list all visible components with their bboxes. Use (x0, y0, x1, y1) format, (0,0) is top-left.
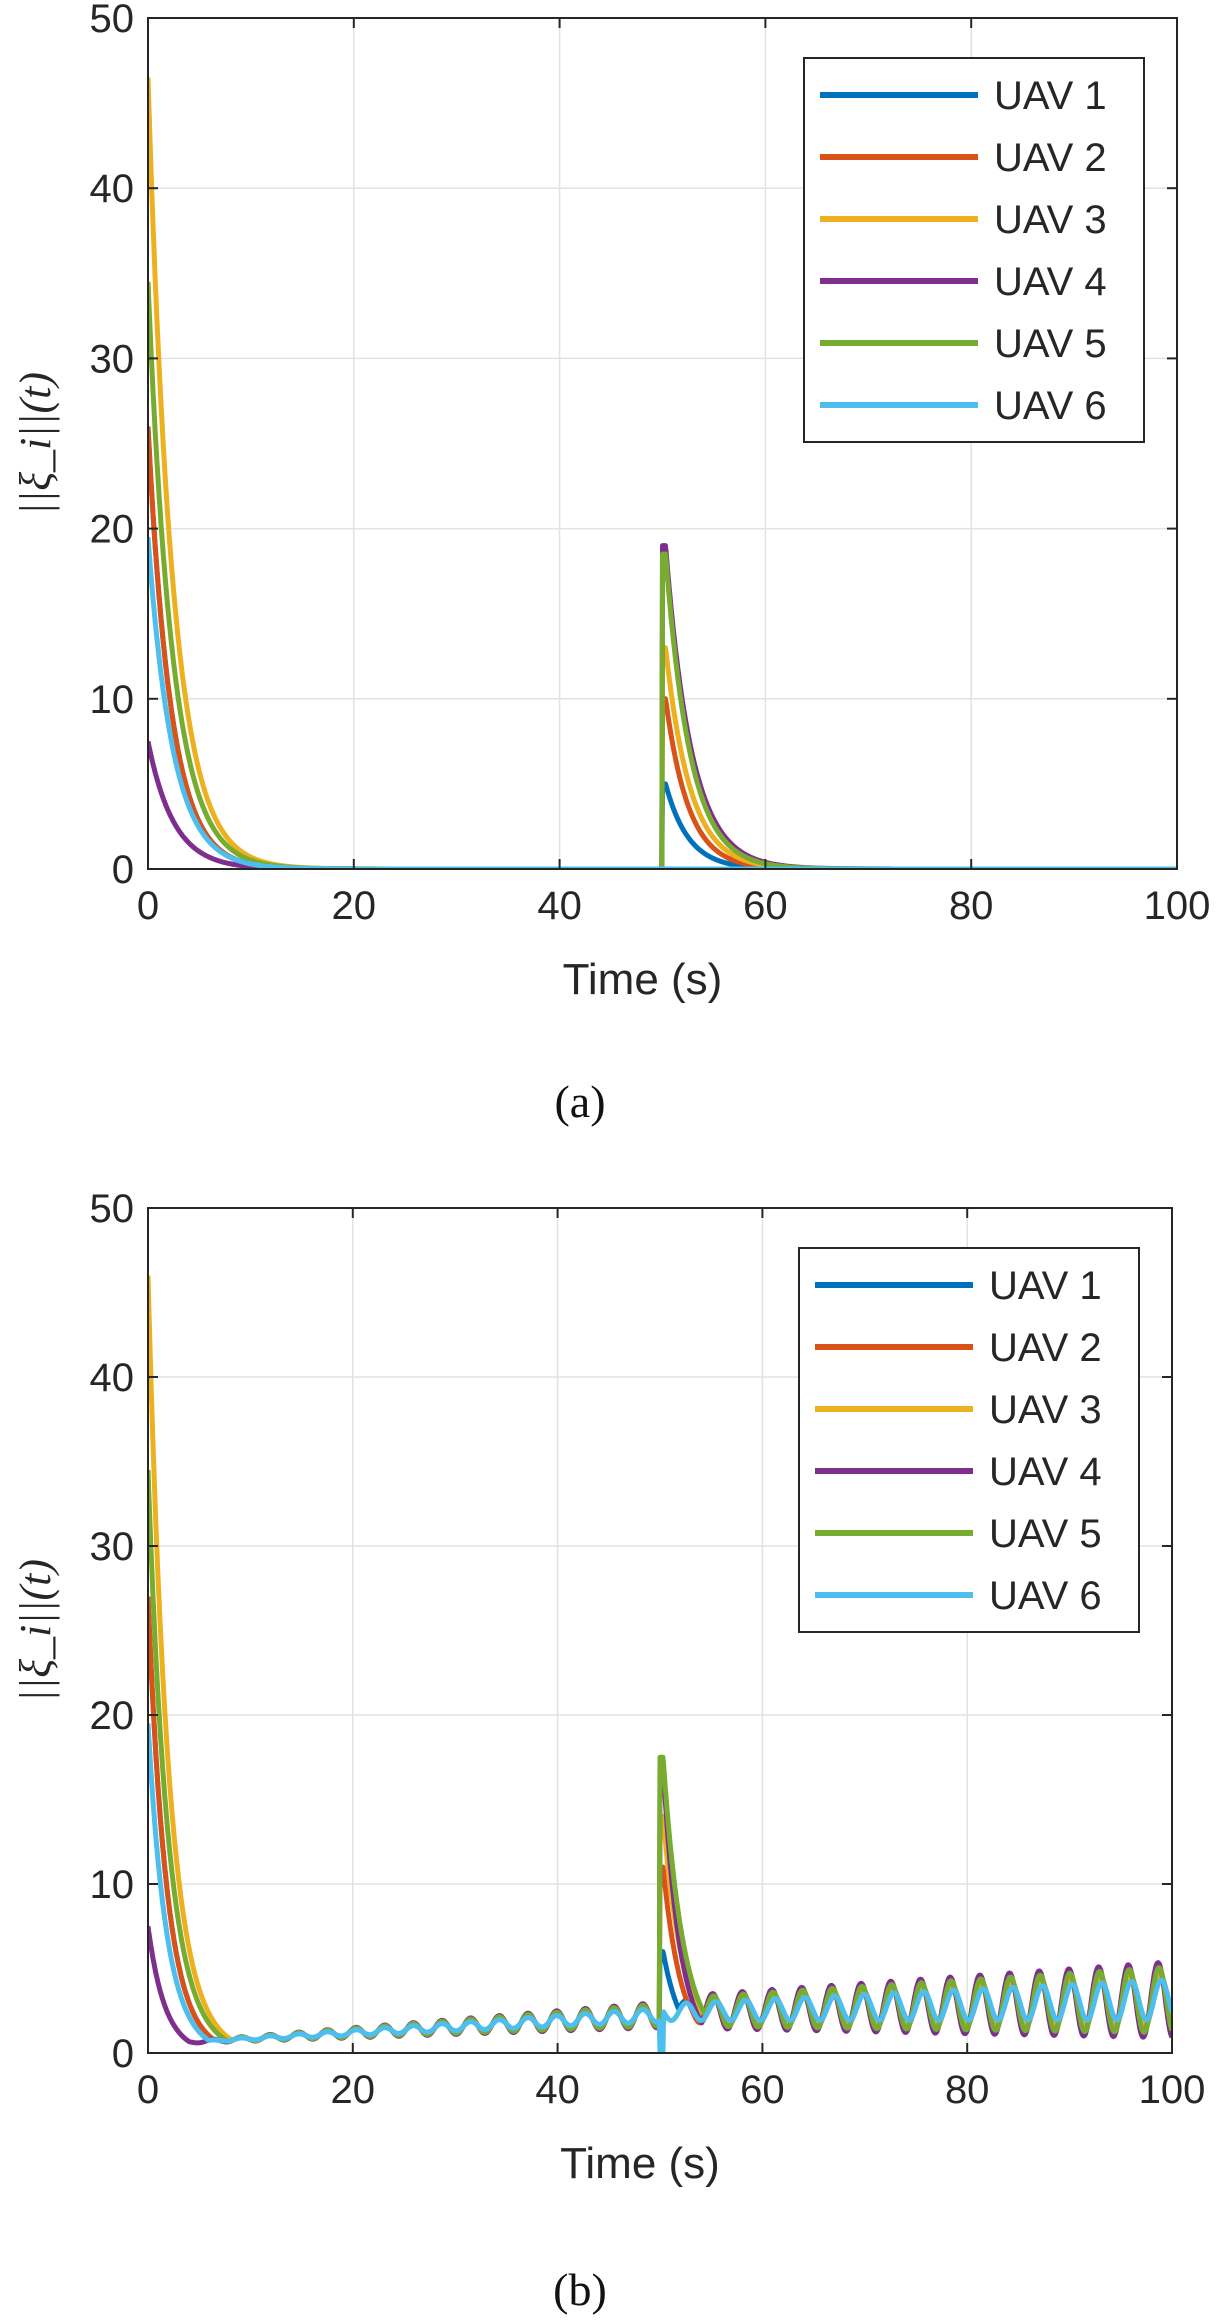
y-axis-label: ||ξ_i||(t) (11, 372, 60, 515)
legend-label-uav-3: UAV 3 (994, 198, 1107, 242)
legend-label-uav-4: UAV 4 (989, 1450, 1102, 1494)
y-tick-label: 0 (112, 848, 134, 892)
x-tick-label: 80 (945, 2068, 990, 2112)
x-tick-label: 20 (332, 884, 377, 928)
y-tick-label: 30 (90, 1525, 135, 1569)
legend: UAV 1 UAV 2 UAV 3 UAV 4 UAV 5 UAV 6 (803, 57, 1145, 443)
y-tick-label: 20 (90, 1694, 135, 1738)
legend-label-uav-2: UAV 2 (994, 136, 1107, 180)
x-tick-label: 0 (137, 2068, 159, 2112)
legend-box (798, 1247, 1140, 1633)
legend-label-uav-6: UAV 6 (994, 384, 1107, 428)
legend-label-uav-5: UAV 5 (994, 322, 1107, 366)
series-group (148, 1275, 1172, 2053)
y-tick-label: 50 (90, 1187, 135, 1231)
legend-label-uav-6: UAV 6 (989, 1574, 1102, 1618)
x-tick-label: 80 (949, 884, 994, 928)
x-axis-label: Time (s) (560, 2139, 720, 2188)
y-tick-label: 20 (90, 508, 135, 552)
y-tick-label: 0 (112, 2032, 134, 2076)
chart-panel-1: 0 20 40 60 80 100 0 10 20 30 40 50 Time (s) ||ξ_i||(t… (11, 0, 1210, 1127)
x-tick-label: 0 (137, 884, 159, 928)
y-tick-label: 30 (90, 337, 135, 381)
panel-caption: (b) (553, 2264, 607, 2315)
y-tick-label: 10 (90, 1863, 135, 1907)
legend-label-uav-2: UAV 2 (989, 1326, 1102, 1370)
x-tick-label: 20 (331, 2068, 376, 2112)
y-tick-label: 40 (90, 167, 135, 211)
axes-box (147, 1207, 1173, 2054)
y-tick-label: 10 (90, 678, 135, 722)
series-line-uav-6 (148, 1723, 1172, 2053)
legend-label-uav-5: UAV 5 (989, 1512, 1102, 1556)
x-tick-label: 40 (535, 2068, 580, 2112)
x-tick-label: 60 (743, 884, 788, 928)
y-axis-label: ||ξ_i||(t) (11, 1559, 60, 1702)
legend-label-uav-1: UAV 1 (989, 1264, 1102, 1308)
chart-panel-2: 0 20 40 60 80 100 0 10 20 30 40 50 Time (s) ||ξ_i||(t… (11, 1187, 1205, 2315)
x-tick-label: 40 (537, 884, 582, 928)
legend: UAV 1 UAV 2 UAV 3 UAV 4 UAV 5 UAV 6 (798, 1247, 1140, 1633)
panel-caption: (a) (554, 1076, 605, 1127)
x-tick-label: 100 (1139, 2068, 1206, 2112)
y-tick-label: 40 (90, 1356, 135, 1400)
legend-box (803, 57, 1145, 443)
x-tick-label: 100 (1144, 884, 1211, 928)
x-tick-label: 60 (740, 2068, 785, 2112)
y-tick-label: 50 (90, 0, 135, 41)
axes-box (147, 17, 1178, 870)
legend-label-uav-1: UAV 1 (994, 74, 1107, 118)
legend-label-uav-3: UAV 3 (989, 1388, 1102, 1432)
x-axis-label: Time (s) (563, 955, 723, 1004)
legend-label-uav-4: UAV 4 (994, 260, 1107, 304)
